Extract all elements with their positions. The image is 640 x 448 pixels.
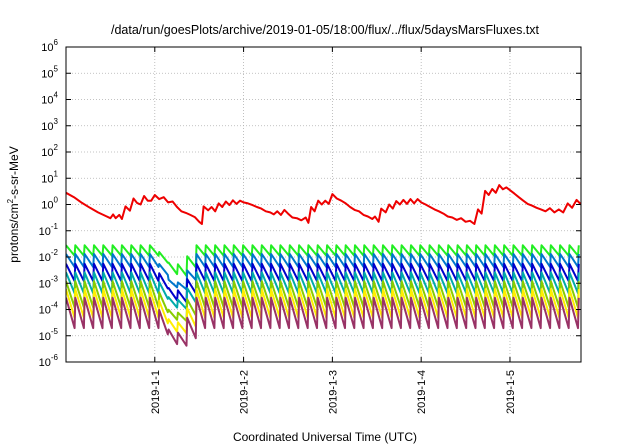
- x-tick-label: 2019-1-3: [327, 370, 339, 414]
- y-axis-label: protons/cm2-s-sr-MeV: [6, 146, 21, 262]
- y-tick-label: 103: [41, 117, 58, 133]
- x-tick-label: 2019-1-2: [239, 370, 251, 414]
- y-tick-label: 101: [41, 169, 58, 185]
- axis-ticks: 10-6 10-5 10-4 10-3 10-2 10-1 100 101 102 103 104 1…: [39, 38, 581, 414]
- x-tick-label: 2019-1-1: [150, 370, 162, 414]
- y-tick-label: 10-1: [39, 222, 59, 238]
- y-tick-label: 106: [41, 38, 58, 54]
- chart-title: /data/run/goesPlots/archive/2019-01-05/1…: [111, 23, 540, 37]
- series-line: [66, 184, 581, 225]
- y-tick-label: 10-3: [39, 274, 59, 290]
- y-tick-label: 105: [41, 64, 58, 80]
- x-tick-label: 2019-1-5: [505, 370, 517, 414]
- y-tick-label: 10-2: [39, 248, 59, 264]
- y-tick-label: 100: [41, 196, 58, 212]
- y-tick-label: 102: [41, 143, 58, 159]
- series-line: [66, 296, 580, 347]
- y-tick-label: 10-5: [39, 327, 59, 343]
- data-series: [66, 184, 581, 347]
- x-axis-label: Coordinated Universal Time (UTC): [233, 430, 417, 444]
- x-tick-label: 2019-1-4: [416, 370, 428, 414]
- y-tick-label: 104: [41, 91, 58, 107]
- y-tick-label: 10-4: [39, 301, 59, 317]
- y-tick-label: 10-6: [39, 353, 59, 369]
